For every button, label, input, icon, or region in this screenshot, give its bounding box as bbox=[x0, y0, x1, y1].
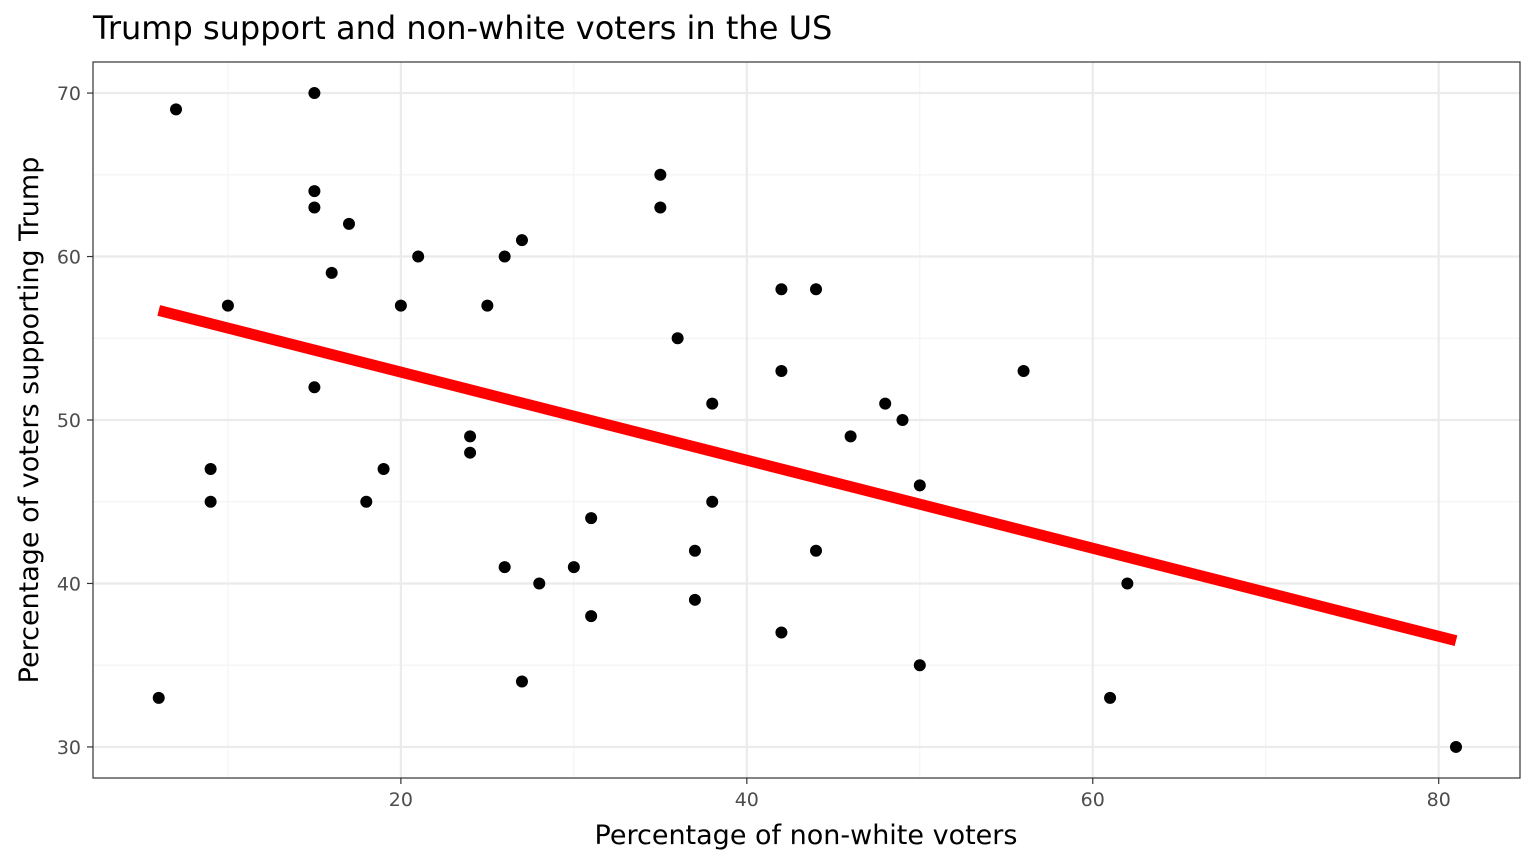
data-point bbox=[654, 168, 667, 181]
data-point bbox=[654, 201, 667, 214]
x-tick-label: 20 bbox=[389, 789, 413, 811]
data-point bbox=[913, 659, 926, 672]
data-point bbox=[688, 593, 701, 606]
trend-line-layer bbox=[157, 305, 1458, 647]
data-point bbox=[498, 561, 511, 574]
data-point bbox=[585, 512, 598, 525]
data-point bbox=[221, 299, 234, 312]
data-point bbox=[481, 299, 494, 312]
data-point bbox=[533, 577, 546, 590]
data-point bbox=[810, 283, 823, 296]
y-axis: 30 40 50 60 70 bbox=[57, 83, 93, 759]
data-point bbox=[896, 414, 909, 426]
data-point bbox=[810, 544, 823, 557]
data-point bbox=[688, 544, 701, 557]
data-point bbox=[515, 234, 528, 247]
y-axis-title: Percentage of voters supporting Trump bbox=[14, 157, 45, 684]
data-point bbox=[844, 430, 857, 443]
data-point bbox=[706, 397, 719, 410]
y-tick-label: 70 bbox=[57, 83, 81, 105]
data-point bbox=[515, 675, 528, 688]
data-point bbox=[567, 561, 580, 574]
data-point bbox=[308, 87, 321, 100]
data-point bbox=[308, 381, 321, 394]
data-point bbox=[152, 691, 165, 704]
data-point bbox=[585, 610, 598, 623]
data-point bbox=[412, 250, 425, 263]
y-tick-label: 50 bbox=[57, 410, 81, 432]
y-tick-label: 60 bbox=[57, 247, 81, 269]
data-point bbox=[377, 463, 390, 476]
data-point bbox=[394, 299, 407, 312]
data-point bbox=[1017, 364, 1030, 377]
data-point bbox=[671, 332, 684, 345]
x-axis: 20 40 60 80 bbox=[389, 778, 1451, 811]
data-point bbox=[308, 185, 321, 198]
data-point bbox=[308, 201, 321, 214]
data-point bbox=[879, 397, 892, 410]
data-point bbox=[464, 430, 477, 443]
data-point bbox=[1104, 691, 1117, 704]
data-point bbox=[464, 446, 477, 459]
trend-line bbox=[157, 305, 1458, 647]
data-point bbox=[498, 250, 511, 263]
data-point bbox=[706, 495, 719, 508]
plot-panel bbox=[92, 61, 1521, 779]
data-point bbox=[775, 283, 788, 296]
data-point bbox=[775, 364, 788, 377]
data-point bbox=[1450, 740, 1463, 753]
y-tick-label: 40 bbox=[57, 573, 81, 595]
data-point bbox=[360, 495, 373, 508]
major-gridlines bbox=[93, 62, 1520, 778]
chart-title: Trump support and non-white voters in th… bbox=[92, 9, 832, 47]
data-points bbox=[152, 87, 1463, 753]
data-point bbox=[325, 266, 338, 279]
data-point bbox=[1121, 577, 1134, 590]
data-point bbox=[775, 626, 788, 639]
data-point bbox=[342, 217, 355, 230]
data-point bbox=[913, 479, 926, 492]
data-point bbox=[170, 103, 183, 116]
x-tick-label: 40 bbox=[735, 789, 759, 811]
y-tick-label: 30 bbox=[57, 737, 81, 759]
data-point bbox=[204, 495, 217, 508]
minor-gridlines bbox=[93, 62, 1520, 778]
x-tick-label: 80 bbox=[1427, 789, 1451, 811]
data-point bbox=[204, 463, 217, 476]
x-tick-label: 60 bbox=[1081, 789, 1105, 811]
x-axis-title: Percentage of non-white voters bbox=[595, 820, 1018, 851]
